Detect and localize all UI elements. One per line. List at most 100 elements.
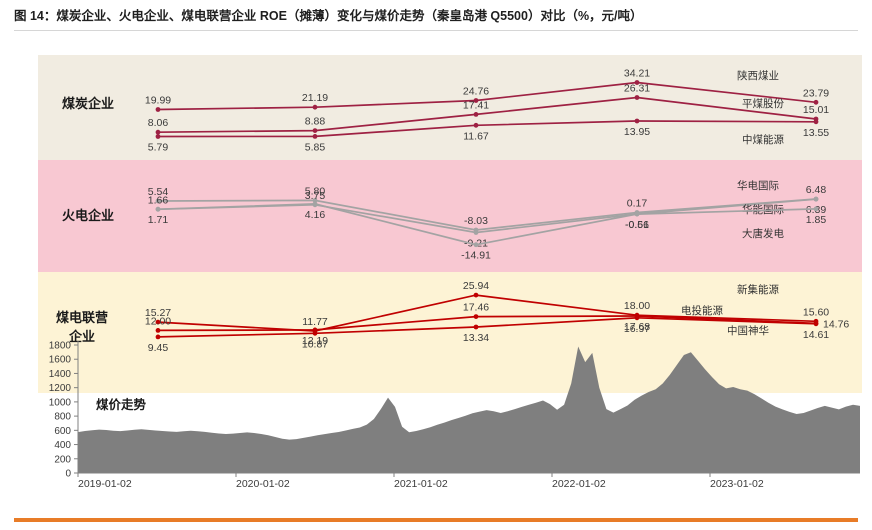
x-tick-label: 2023-01-02 [710, 478, 764, 490]
roe-value-label: 13.34 [463, 332, 489, 344]
price-trend-label: 煤价走势 [96, 397, 147, 412]
roe-value-label: 26.31 [624, 83, 650, 95]
roe-point [473, 292, 479, 298]
y-tick-label: 600 [54, 426, 71, 437]
roe-value-label: 13.55 [803, 127, 829, 139]
group-label: 煤电联营 [56, 310, 108, 325]
roe-point [813, 321, 819, 327]
roe-value-label: 17.41 [463, 99, 489, 111]
roe-point [473, 314, 479, 319]
roe-point [312, 327, 318, 333]
roe-point [473, 112, 479, 117]
roe-point [155, 129, 161, 135]
roe-point [473, 122, 479, 128]
roe-value-label: 15.01 [803, 104, 829, 116]
y-tick-label: 0 [65, 469, 71, 480]
roe-value-label: -0.61 [625, 219, 649, 231]
series-name-label: 大唐发电 [742, 227, 784, 240]
roe-point [155, 319, 161, 325]
roe-value-label: 14.76 [823, 318, 849, 330]
roe-value-label: 34.21 [624, 68, 650, 80]
roe-point [155, 107, 161, 112]
roe-point [312, 104, 318, 110]
roe-value-label: -8.03 [464, 215, 488, 227]
figure-title: 图 14：煤炭企业、火电企业、煤电联营企业 ROE（摊薄）变化与煤价走势（秦皇岛… [14, 5, 858, 31]
roe-value-label: 1.71 [148, 214, 169, 226]
roe-value-label: 18.00 [624, 300, 650, 312]
roe-value-label: 9.45 [148, 342, 169, 354]
roe-point [155, 328, 161, 333]
roe-value-label: -0.56 [625, 219, 649, 231]
roe-value-label: 11.77 [302, 316, 328, 328]
y-tick-label: 1000 [49, 397, 72, 408]
roe-value-label: 4.16 [305, 209, 326, 221]
roe-point [312, 128, 318, 134]
series-name-label: 华能国际 [742, 203, 784, 216]
series-name-label: 中煤能源 [742, 133, 784, 146]
roe-value-label: 19.99 [145, 95, 171, 107]
group-label: 火电企业 [62, 208, 114, 223]
roe-value-label: 1.66 [148, 194, 169, 206]
roe-value-label: 17.68 [624, 321, 650, 333]
series-name-label: 陕西煤业 [737, 69, 779, 82]
roe-value-label: 17.46 [463, 302, 489, 314]
roe-point [473, 324, 479, 330]
y-tick-label: 400 [54, 440, 71, 451]
roe-value-label: 12.19 [302, 335, 328, 347]
group-label: 企业 [68, 329, 95, 344]
roe-point [634, 211, 640, 217]
y-tick-label: 1400 [49, 369, 72, 380]
roe-value-label: 25.94 [463, 280, 489, 292]
roe-value-label: 12.00 [145, 315, 171, 327]
roe-value-label: 6.48 [806, 184, 827, 196]
band-bg-2 [38, 272, 862, 393]
roe-point [813, 99, 819, 105]
band-bg-1 [38, 160, 862, 272]
x-tick-label: 2020-01-02 [236, 478, 290, 490]
roe-point [634, 80, 640, 85]
roe-value-label: 24.76 [463, 85, 489, 97]
footer-accent-bar [14, 518, 858, 522]
roe-point [813, 206, 819, 212]
roe-value-label: 1.85 [806, 214, 827, 226]
roe-point [312, 134, 318, 139]
roe-value-label: -14.91 [461, 250, 491, 262]
roe-point [155, 134, 161, 139]
group-label: 煤炭企业 [62, 96, 114, 111]
roe-value-label: 13.95 [624, 126, 650, 138]
roe-value-label: 15.27 [145, 307, 171, 319]
y-tick-label: 1200 [49, 383, 72, 394]
roe-value-label: 5.54 [148, 186, 169, 198]
roe-point [473, 242, 479, 248]
y-tick-label: 800 [54, 412, 71, 423]
roe-point [155, 198, 161, 204]
series-name-label: 中国神华 [727, 324, 769, 337]
roe-value-label: 11.67 [463, 130, 489, 142]
price-area [78, 346, 860, 473]
roe-value-label: 3.75 [305, 190, 326, 202]
roe-point [473, 230, 479, 235]
roe-point [312, 201, 318, 207]
roe-point [634, 95, 640, 100]
y-tick-label: 200 [54, 454, 71, 465]
series-name-label: 华电国际 [737, 179, 779, 192]
y-tick-label: 1600 [49, 355, 72, 366]
x-tick-label: 2019-01-02 [78, 478, 132, 490]
roe-point [634, 315, 640, 321]
roe-point [473, 98, 479, 103]
roe-value-label: 5.80 [305, 185, 326, 197]
y-tick-label: 1800 [49, 341, 72, 352]
roe-point [813, 196, 819, 202]
roe-value-label: 5.85 [305, 141, 326, 153]
roe-value-label: 14.61 [803, 329, 829, 341]
roe-value-label: 8.06 [148, 117, 169, 129]
roe-value-label: 10.87 [302, 338, 328, 350]
x-tick-label: 2021-01-02 [394, 478, 448, 490]
roe-point [312, 198, 318, 203]
series-name-label: 电投能源 [681, 304, 723, 317]
series-name-label: 平煤股份 [742, 97, 784, 110]
roe-value-label: 8.88 [305, 116, 326, 128]
roe-value-label: 0.17 [627, 197, 648, 209]
